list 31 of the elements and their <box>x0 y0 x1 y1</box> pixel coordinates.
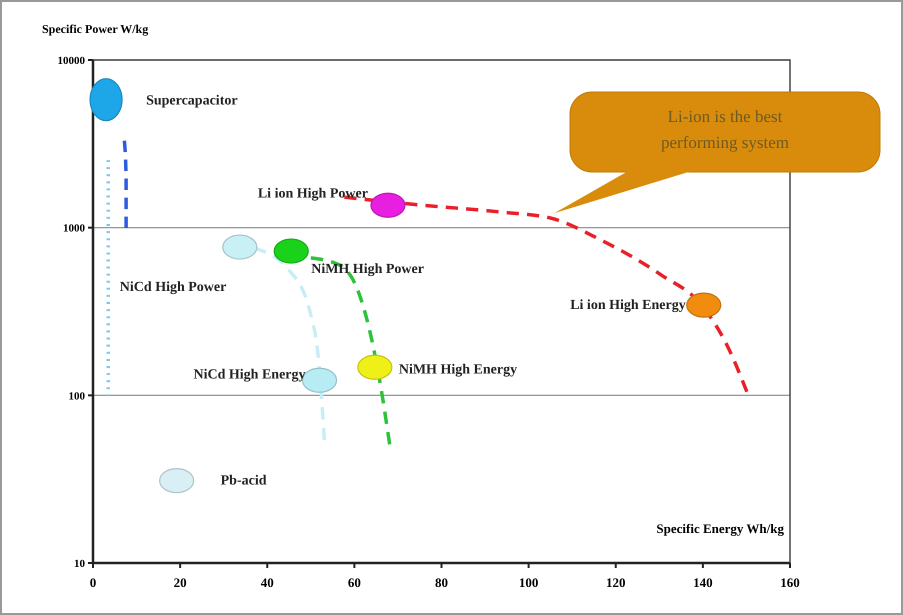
series-label: NiCd High Energy <box>194 367 306 382</box>
series-label: NiMH High Energy <box>398 362 518 378</box>
x-tick-label: 0 <box>90 575 96 590</box>
series-label: Li ion High Energy <box>570 298 686 314</box>
x-tick-label: 20 <box>174 575 187 590</box>
x-tick-label: 80 <box>435 575 448 590</box>
x-tick-label: 140 <box>693 575 713 590</box>
series-label: Supercapacitor <box>146 94 238 109</box>
x-tick-label: 160 <box>780 575 800 590</box>
x-tick-label: 60 <box>348 575 361 590</box>
y-tick-label: 100 <box>68 390 86 402</box>
x-tick-label: 40 <box>260 575 274 590</box>
x-tick-label: 120 <box>606 575 626 590</box>
y-tick-label: 10000 <box>58 55 86 67</box>
point <box>89 78 123 122</box>
series-label: Pb-acid <box>220 474 267 489</box>
y-tick-label: 10 <box>74 558 86 570</box>
point <box>222 234 258 260</box>
point <box>370 192 406 218</box>
x-tick-label: 100 <box>518 575 538 590</box>
y-axis-title: Specific Power W/kg <box>42 22 148 36</box>
point <box>686 292 722 318</box>
y-tick-label: 1000 <box>63 222 86 235</box>
x-axis-title: Specific Energy Wh/kg <box>656 521 784 536</box>
series-label: NiMH High Power <box>311 262 424 278</box>
point <box>274 238 309 264</box>
series-label: Li ion High Power <box>258 186 368 202</box>
series-label: NiCd High Power <box>120 280 226 296</box>
point <box>357 354 392 380</box>
point <box>159 468 194 494</box>
annotation: Li-ion is the best performing system <box>661 107 789 152</box>
